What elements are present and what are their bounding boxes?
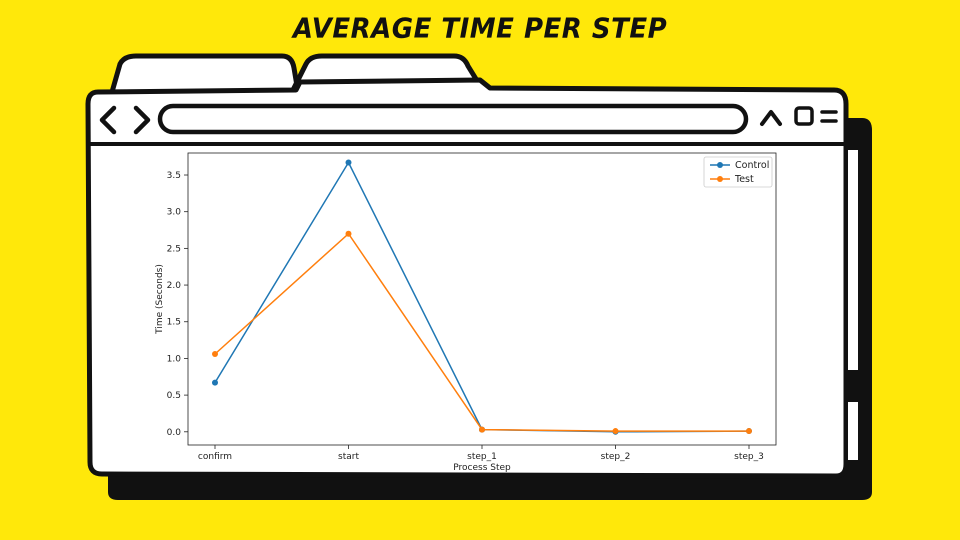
x-tick-label: step_2 <box>601 452 631 462</box>
legend-label-test: Test <box>734 174 754 185</box>
y-tick-label: 1.5 <box>167 318 181 328</box>
x-tick-label: step_3 <box>734 452 764 462</box>
y-axis-label: Time (Seconds) <box>155 264 165 335</box>
y-tick-label: 1.0 <box>167 354 182 364</box>
y-tick-label: 2.5 <box>167 244 181 254</box>
y-tick-label: 2.0 <box>167 281 182 291</box>
data-point-test <box>612 428 619 435</box>
browser-tab-1 <box>109 53 301 95</box>
x-tick-label: step_1 <box>467 452 497 462</box>
legend-marker-control <box>717 162 723 168</box>
data-point-control <box>345 159 352 166</box>
legend-label-control: Control <box>735 160 769 171</box>
plot-area <box>187 152 777 446</box>
chevron-up-icon[interactable] <box>760 110 782 126</box>
chevron-left-icon[interactable] <box>99 105 117 135</box>
series-group <box>212 159 752 435</box>
x-tick-label: start <box>338 452 359 462</box>
page-title: AVERAGE TIME PER STEP <box>292 13 668 45</box>
menu-lines-icon[interactable] <box>820 110 838 123</box>
chevron-right-icon[interactable] <box>133 105 151 135</box>
y-tick-label: 3.0 <box>167 208 182 218</box>
x-axis-label: Process Step <box>453 463 511 473</box>
y-axis: 0.0 0.5 1.0 1.5 2.0 2.5 3.0 3.5 <box>167 171 188 438</box>
data-point-test <box>479 426 485 433</box>
y-tick-label: 3.5 <box>167 171 181 181</box>
data-point-test <box>746 428 752 435</box>
data-point-control <box>212 379 218 386</box>
scrollbar-track[interactable] <box>846 370 860 402</box>
y-tick-label: 0.0 <box>167 428 182 438</box>
data-point-test <box>345 230 352 237</box>
square-icon[interactable] <box>794 106 814 126</box>
y-tick-label: 0.5 <box>167 391 181 401</box>
data-point-test <box>212 351 218 358</box>
x-axis: confirm start step_1 step_2 step_3 <box>198 445 764 462</box>
legend: Control Test <box>703 156 773 188</box>
legend-marker-test <box>717 176 723 182</box>
x-tick-label: confirm <box>198 452 232 462</box>
address-bar[interactable] <box>157 103 749 135</box>
